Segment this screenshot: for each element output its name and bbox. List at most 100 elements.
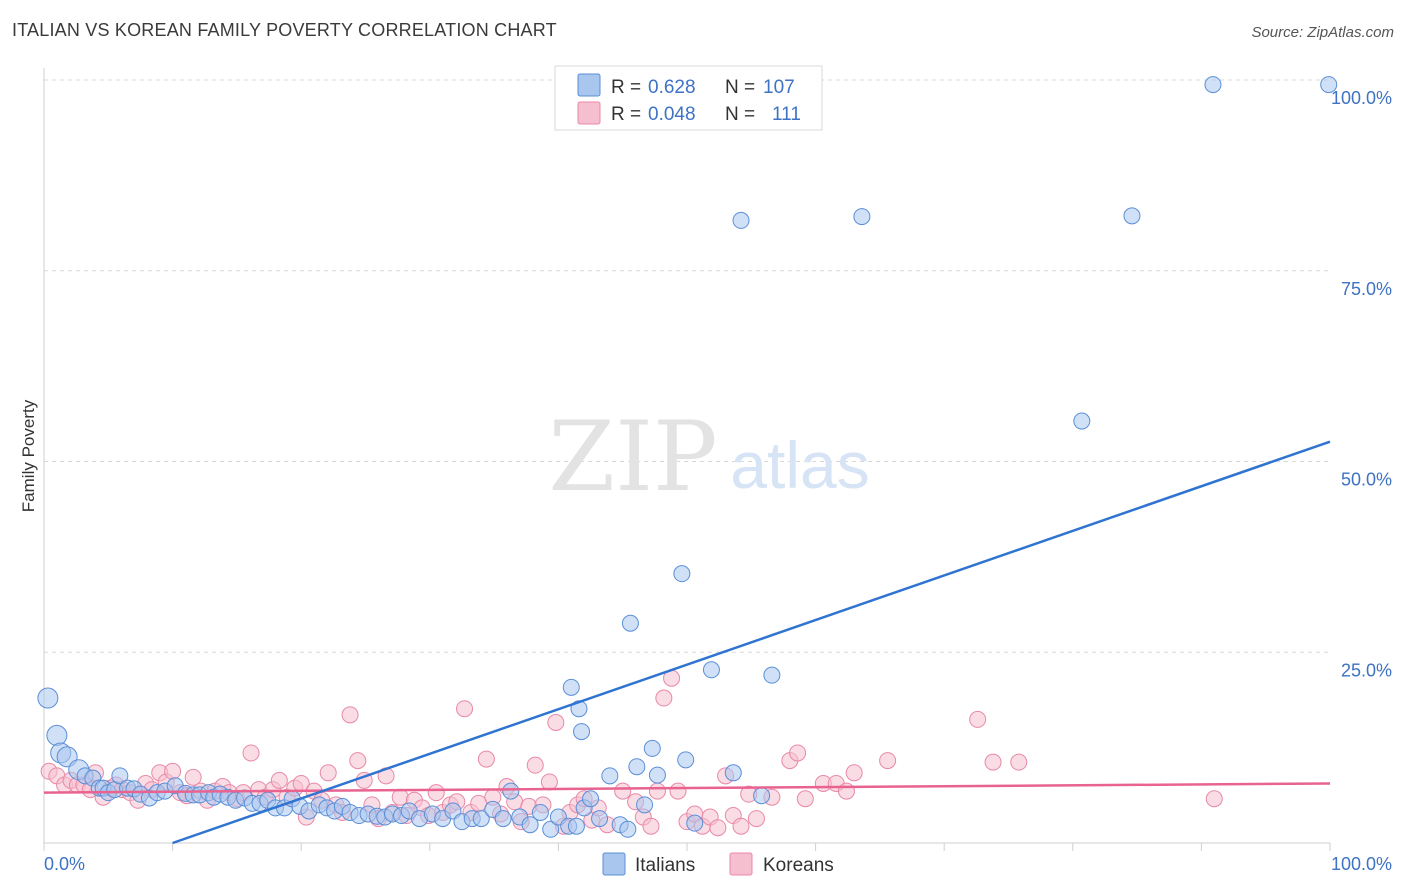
korean-point xyxy=(669,782,687,800)
x-tick-label: 100.0% xyxy=(1331,854,1392,874)
legend-koreans-r-value: 0.048 xyxy=(648,104,696,125)
korean-point xyxy=(648,782,666,800)
legend-koreans-r-label: R = xyxy=(611,104,641,125)
watermark-atlas: atlas xyxy=(730,428,869,502)
korean-point xyxy=(796,790,814,808)
legend-italians-n-label: N = xyxy=(725,77,755,98)
korean-point xyxy=(709,819,727,837)
italian-point xyxy=(1073,412,1091,430)
korean-point xyxy=(427,784,445,802)
legend-italians-r-value: 0.628 xyxy=(648,77,696,98)
italian-point xyxy=(628,758,646,776)
korean-point xyxy=(732,817,750,835)
trend-lines xyxy=(43,440,1331,845)
italian-point xyxy=(591,810,609,828)
italian-point xyxy=(542,820,560,838)
y-tick-label: 100.0% xyxy=(1331,88,1392,108)
korean-point xyxy=(642,817,660,835)
korean-point xyxy=(164,762,182,780)
italian-point xyxy=(472,810,490,828)
korean-point xyxy=(456,700,474,718)
italian-point xyxy=(567,817,585,835)
korean-point xyxy=(837,782,855,800)
y-axis-label: Family Poverty xyxy=(19,399,38,512)
italian-point xyxy=(753,787,771,805)
italian-point xyxy=(763,666,781,684)
bottom-legend: Italians Koreans xyxy=(602,852,834,876)
korean-point xyxy=(1010,753,1028,771)
korean-point xyxy=(789,744,807,762)
italian-point xyxy=(648,766,666,784)
italian-point xyxy=(111,767,129,785)
top-legend: R = 0.628 N = 107 R = 0.048 N = 111 xyxy=(554,65,823,131)
legend-koreans-n-label: N = xyxy=(725,104,755,125)
y-tick-label: 75.0% xyxy=(1341,279,1392,299)
italian-point xyxy=(46,724,68,746)
italian-point xyxy=(1204,76,1222,94)
italian-point xyxy=(1320,76,1338,94)
korean-point xyxy=(984,753,1002,771)
korean-point xyxy=(1205,790,1223,808)
korean-point xyxy=(747,810,765,828)
korean-point xyxy=(526,756,544,774)
korean-point xyxy=(969,710,987,728)
korean-point xyxy=(270,771,288,789)
grid-lines xyxy=(44,79,1330,653)
italian-point xyxy=(621,614,639,632)
watermark-zip: ZIP xyxy=(548,401,717,513)
bottom-legend-italians-label: Italians xyxy=(635,855,695,876)
legend-italians-r-label: R = xyxy=(611,77,641,98)
italian-point xyxy=(677,751,695,769)
y-tick-label: 50.0% xyxy=(1341,470,1392,490)
italian-point xyxy=(531,803,549,821)
source-label: Source: ZipAtlas.com xyxy=(1251,24,1394,41)
korean-point xyxy=(477,750,495,768)
italian-point xyxy=(686,814,704,832)
italian-point xyxy=(853,208,871,226)
italian-point xyxy=(619,820,637,838)
watermark: ZIP atlas xyxy=(548,401,869,513)
italian-point xyxy=(732,211,750,229)
legend-swatch-koreans xyxy=(577,101,601,125)
korean-point xyxy=(341,706,359,724)
italian-point xyxy=(502,782,520,800)
korean-point xyxy=(319,764,337,782)
italian-point xyxy=(643,739,661,757)
axes xyxy=(43,68,1331,851)
tick-labels: 25.0% 50.0% 75.0% 100.0% 0.0% 100.0% xyxy=(44,88,1392,874)
italian-point xyxy=(562,678,580,696)
korean-point xyxy=(470,794,488,812)
italian-point xyxy=(601,767,619,785)
korean-point xyxy=(655,689,673,707)
korean-point xyxy=(614,782,632,800)
italian-point xyxy=(702,661,720,679)
korean-point xyxy=(184,768,202,786)
legend-swatch-italians xyxy=(577,73,601,97)
y-tick-label: 25.0% xyxy=(1341,660,1392,680)
italians-trend-line xyxy=(172,440,1331,845)
korean-point xyxy=(540,773,558,791)
korean-point xyxy=(879,752,897,770)
korean-point xyxy=(547,713,565,731)
italian-point xyxy=(636,796,654,814)
chart-title: ITALIAN VS KOREAN FAMILY POVERTY CORRELA… xyxy=(12,20,557,40)
bottom-legend-swatch-koreans xyxy=(729,852,753,876)
italian-point xyxy=(673,565,691,583)
italian-point xyxy=(494,810,512,828)
italian-point xyxy=(573,723,591,741)
korean-point xyxy=(845,764,863,782)
bottom-legend-swatch-italians xyxy=(602,852,626,876)
korean-point xyxy=(349,752,367,770)
italian-point xyxy=(37,687,59,709)
series-koreans xyxy=(40,669,1223,837)
italian-point xyxy=(724,764,742,782)
koreans-trend-line xyxy=(43,782,1331,794)
italian-point xyxy=(582,790,600,808)
italian-point xyxy=(1123,207,1141,225)
x-tick-label: 0.0% xyxy=(44,854,85,874)
korean-point xyxy=(242,744,260,762)
bottom-legend-koreans-label: Koreans xyxy=(763,855,834,876)
italian-point xyxy=(521,816,539,834)
legend-koreans-n-value: 111 xyxy=(772,104,801,125)
